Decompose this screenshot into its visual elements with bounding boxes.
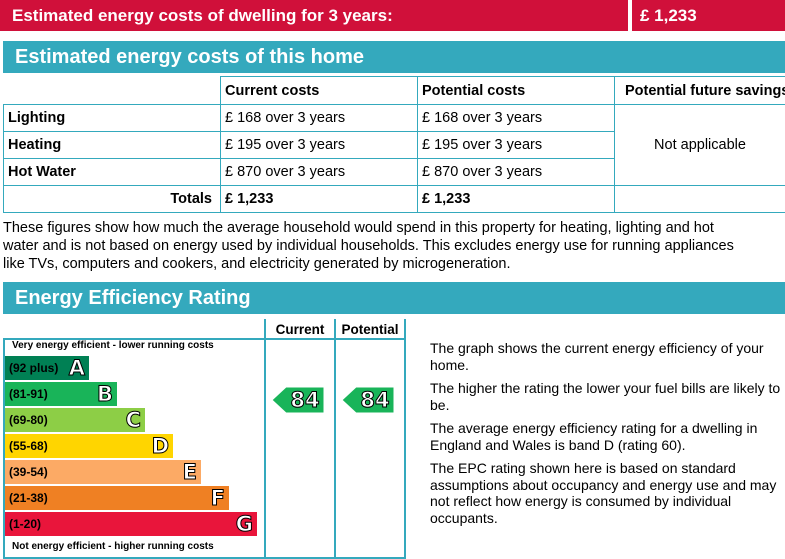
totals-potential: £ 1,233: [417, 185, 615, 213]
band-letter: G: [235, 512, 253, 537]
potential-rating-value: 84: [360, 388, 390, 413]
dwelling-cost-total: £ 1,233: [632, 0, 785, 31]
band-letter: F: [210, 486, 225, 511]
current-rating-value: 84: [290, 388, 320, 413]
row-label-hot-water: Hot Water: [3, 158, 221, 186]
potential-column-header: Potential: [341, 321, 399, 337]
col-potential-savings: Potential future savings: [614, 76, 785, 105]
lighting-potential: £ 168 over 3 years: [417, 104, 615, 132]
band-range-label: (69-80): [9, 413, 48, 427]
note-line: These figures show how much the average …: [3, 220, 714, 236]
chart-divider: [3, 338, 5, 559]
rating-section-title: Energy Efficiency Rating: [3, 282, 785, 314]
rating-band-e: (39-54) E: [5, 460, 201, 485]
band-range-label: (55-68): [9, 439, 48, 453]
costs-note: These figures show how much the average …: [3, 219, 785, 273]
rating-band-g: (1-20) G: [5, 512, 257, 537]
description-paragraph: The higher the rating the lower your fue…: [430, 380, 781, 413]
chart-divider: [404, 319, 406, 559]
band-range-label: (81-91): [9, 387, 48, 401]
savings-value: Not applicable: [614, 104, 785, 186]
totals-row: Totals £ 1,233 £ 1,233: [3, 185, 785, 213]
hot-water-current: £ 870 over 3 years: [220, 158, 418, 186]
band-letter: E: [182, 460, 197, 485]
totals-current: £ 1,233: [220, 185, 418, 213]
rating-band-f: (21-38) F: [5, 486, 229, 511]
table-row: Hot Water £ 870 over 3 years £ 870 over …: [3, 158, 785, 186]
table-row: Heating £ 195 over 3 years £ 195 over 3 …: [3, 131, 785, 159]
costs-section-title: Estimated energy costs of this home: [3, 41, 785, 73]
description-paragraph: The EPC rating shown here is based on st…: [430, 460, 777, 526]
table-header-row: Current costs Potential costs Potential …: [3, 76, 785, 105]
band-letter: B: [96, 382, 113, 407]
rating-band-a: (92 plus) A: [5, 356, 89, 381]
lighting-current: £ 168 over 3 years: [220, 104, 418, 132]
band-letter: A: [68, 356, 85, 381]
energy-costs-table: Current costs Potential costs Potential …: [3, 76, 785, 213]
bottom-caption: Not energy efficient - higher running co…: [12, 541, 214, 552]
band-range-label: (39-54): [9, 465, 48, 479]
totals-savings-empty: [614, 185, 785, 213]
heating-current: £ 195 over 3 years: [220, 131, 418, 159]
rating-band-c: (69-80) C: [5, 408, 145, 433]
heating-potential: £ 195 over 3 years: [417, 131, 615, 159]
current-column-header: Current: [275, 321, 325, 337]
potential-rating-arrow: 84: [341, 386, 395, 414]
chart-divider: [334, 319, 336, 559]
hot-water-potential: £ 870 over 3 years: [417, 158, 615, 186]
band-letter: C: [125, 408, 141, 433]
rating-band-b: (81-91) B: [5, 382, 117, 407]
col-current-costs: Current costs: [220, 76, 418, 105]
description-paragraph: The graph shows the current energy effic…: [430, 340, 764, 373]
band-range-label: (1-20): [9, 517, 42, 531]
dwelling-cost-title: Estimated energy costs of dwelling for 3…: [0, 0, 628, 31]
row-label-heating: Heating: [3, 131, 221, 159]
totals-label: Totals: [3, 185, 221, 213]
note-line: water and is not based on energy used by…: [3, 238, 734, 254]
top-caption: Very energy efficient - lower running co…: [12, 340, 214, 351]
chart-divider: [264, 319, 266, 559]
band-range-label: (92 plus): [9, 361, 59, 375]
note-line: like TVs, computers and cookers, and ele…: [3, 256, 511, 272]
row-label-lighting: Lighting: [3, 104, 221, 132]
table-corner: [3, 76, 221, 105]
rating-band-d: (55-68) D: [5, 434, 173, 459]
current-rating-arrow: 84: [271, 386, 325, 414]
chart-divider: [3, 557, 406, 559]
col-potential-costs: Potential costs: [417, 76, 615, 105]
table-row: Lighting £ 168 over 3 years £ 168 over 3…: [3, 104, 785, 186]
band-letter: D: [151, 434, 169, 459]
band-range-label: (21-38): [9, 491, 48, 505]
description-paragraph: The average energy efficiency rating for…: [430, 420, 758, 453]
chart-divider: [3, 338, 406, 340]
